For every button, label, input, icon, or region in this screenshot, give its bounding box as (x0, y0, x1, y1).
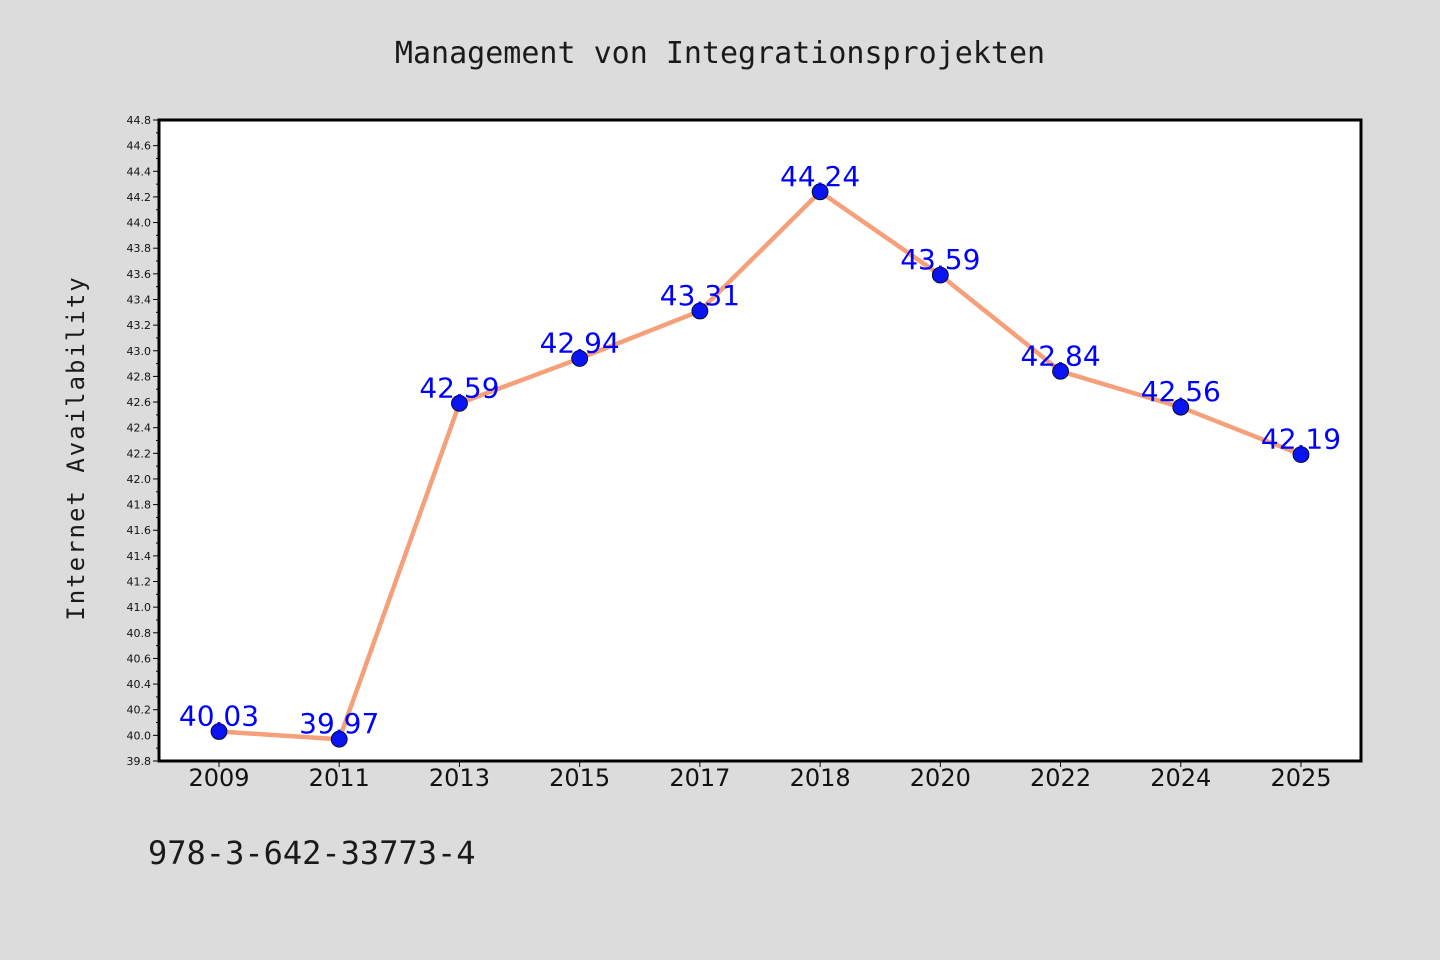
data-point (1172, 398, 1190, 416)
y-tick-label: 42.0 (127, 473, 152, 486)
y-tick-label: 40.2 (127, 704, 152, 717)
data-label: 42.84 (1020, 339, 1100, 372)
x-tick-label: 2009 (188, 764, 249, 792)
x-tick-label: 2013 (429, 764, 490, 792)
y-tick-label: 42.8 (127, 370, 152, 383)
chart-title: Management von Integrationsprojekten (395, 36, 1045, 71)
data-label: 39.97 (299, 707, 379, 740)
y-axis: 39.8 40.0 40.2 40.4 40.6 40.8 41.0 41.2 41.4 41.6… (127, 114, 159, 768)
data-label: 42.94 (540, 326, 620, 359)
series-line (218, 189, 1302, 742)
y-tick-label: 44.4 (127, 165, 152, 178)
data-label: 42.59 (419, 371, 499, 404)
series-group: 40.03 39.97 42.59 42.94 43.31 44.24 43.59 42.84… (179, 160, 1341, 748)
x-tick-label: 2024 (1150, 764, 1211, 792)
y-tick-label: 40.6 (127, 652, 152, 665)
y-tick-label: 44.2 (127, 191, 152, 204)
y-tick-label: 41.4 (127, 550, 152, 563)
x-tick-label: 2011 (309, 764, 370, 792)
data-point (1292, 446, 1310, 464)
data-label: 44.24 (780, 160, 860, 193)
y-axis-label: Internet Availability (62, 275, 90, 620)
data-point (1052, 362, 1069, 380)
plot-frame (157, 118, 1363, 763)
y-tick-label: 42.4 (127, 422, 152, 435)
isbn-text: 978-3-642-33773-4 (148, 834, 476, 872)
y-tick-label: 43.4 (127, 293, 152, 306)
x-tick-label: 2018 (790, 764, 851, 792)
data-point (931, 266, 949, 284)
y-tick-label: 41.6 (127, 524, 152, 537)
data-point (691, 302, 709, 320)
y-tick-label: 43.8 (127, 242, 152, 255)
x-tick-label: 2020 (910, 764, 971, 792)
y-tick-label: 40.4 (127, 678, 152, 691)
x-tick-label: 2022 (1030, 764, 1091, 792)
y-tick-label: 40.0 (127, 729, 152, 742)
y-tick-label: 41.2 (127, 576, 152, 589)
data-label: 42.56 (1141, 375, 1221, 408)
y-tick-label: 42.6 (127, 396, 152, 409)
data-point (451, 394, 468, 412)
y-tick-label: 43.0 (127, 345, 152, 358)
y-tick-label: 39.8 (127, 755, 152, 768)
data-point (330, 730, 348, 748)
y-tick-label: 44.0 (127, 217, 152, 230)
y-tick-label: 42.2 (127, 447, 152, 460)
data-point (210, 723, 228, 740)
x-tick-label: 2015 (549, 764, 610, 792)
data-point (571, 350, 589, 367)
x-axis: 2009 2011 2013 2015 2017 2018 2020 2022 2024 2025 (188, 761, 1332, 792)
plot-area (159, 120, 1361, 761)
x-tick-label: 2017 (669, 764, 730, 792)
data-label: 43.59 (900, 243, 980, 276)
y-tick-label: 40.8 (127, 627, 152, 640)
y-tick-label: 44.6 (127, 140, 152, 153)
y-tick-label: 41.8 (127, 499, 152, 512)
data-label: 42.19 (1261, 423, 1341, 456)
x-tick-label: 2025 (1270, 764, 1331, 792)
y-tick-label: 44.8 (127, 114, 152, 127)
data-label: 40.03 (179, 700, 259, 733)
y-tick-label: 43.6 (127, 268, 152, 281)
data-label: 43.31 (660, 279, 740, 312)
y-tick-label: 43.2 (127, 319, 152, 332)
y-tick-label: 41.0 (127, 601, 152, 614)
data-point (811, 183, 829, 201)
